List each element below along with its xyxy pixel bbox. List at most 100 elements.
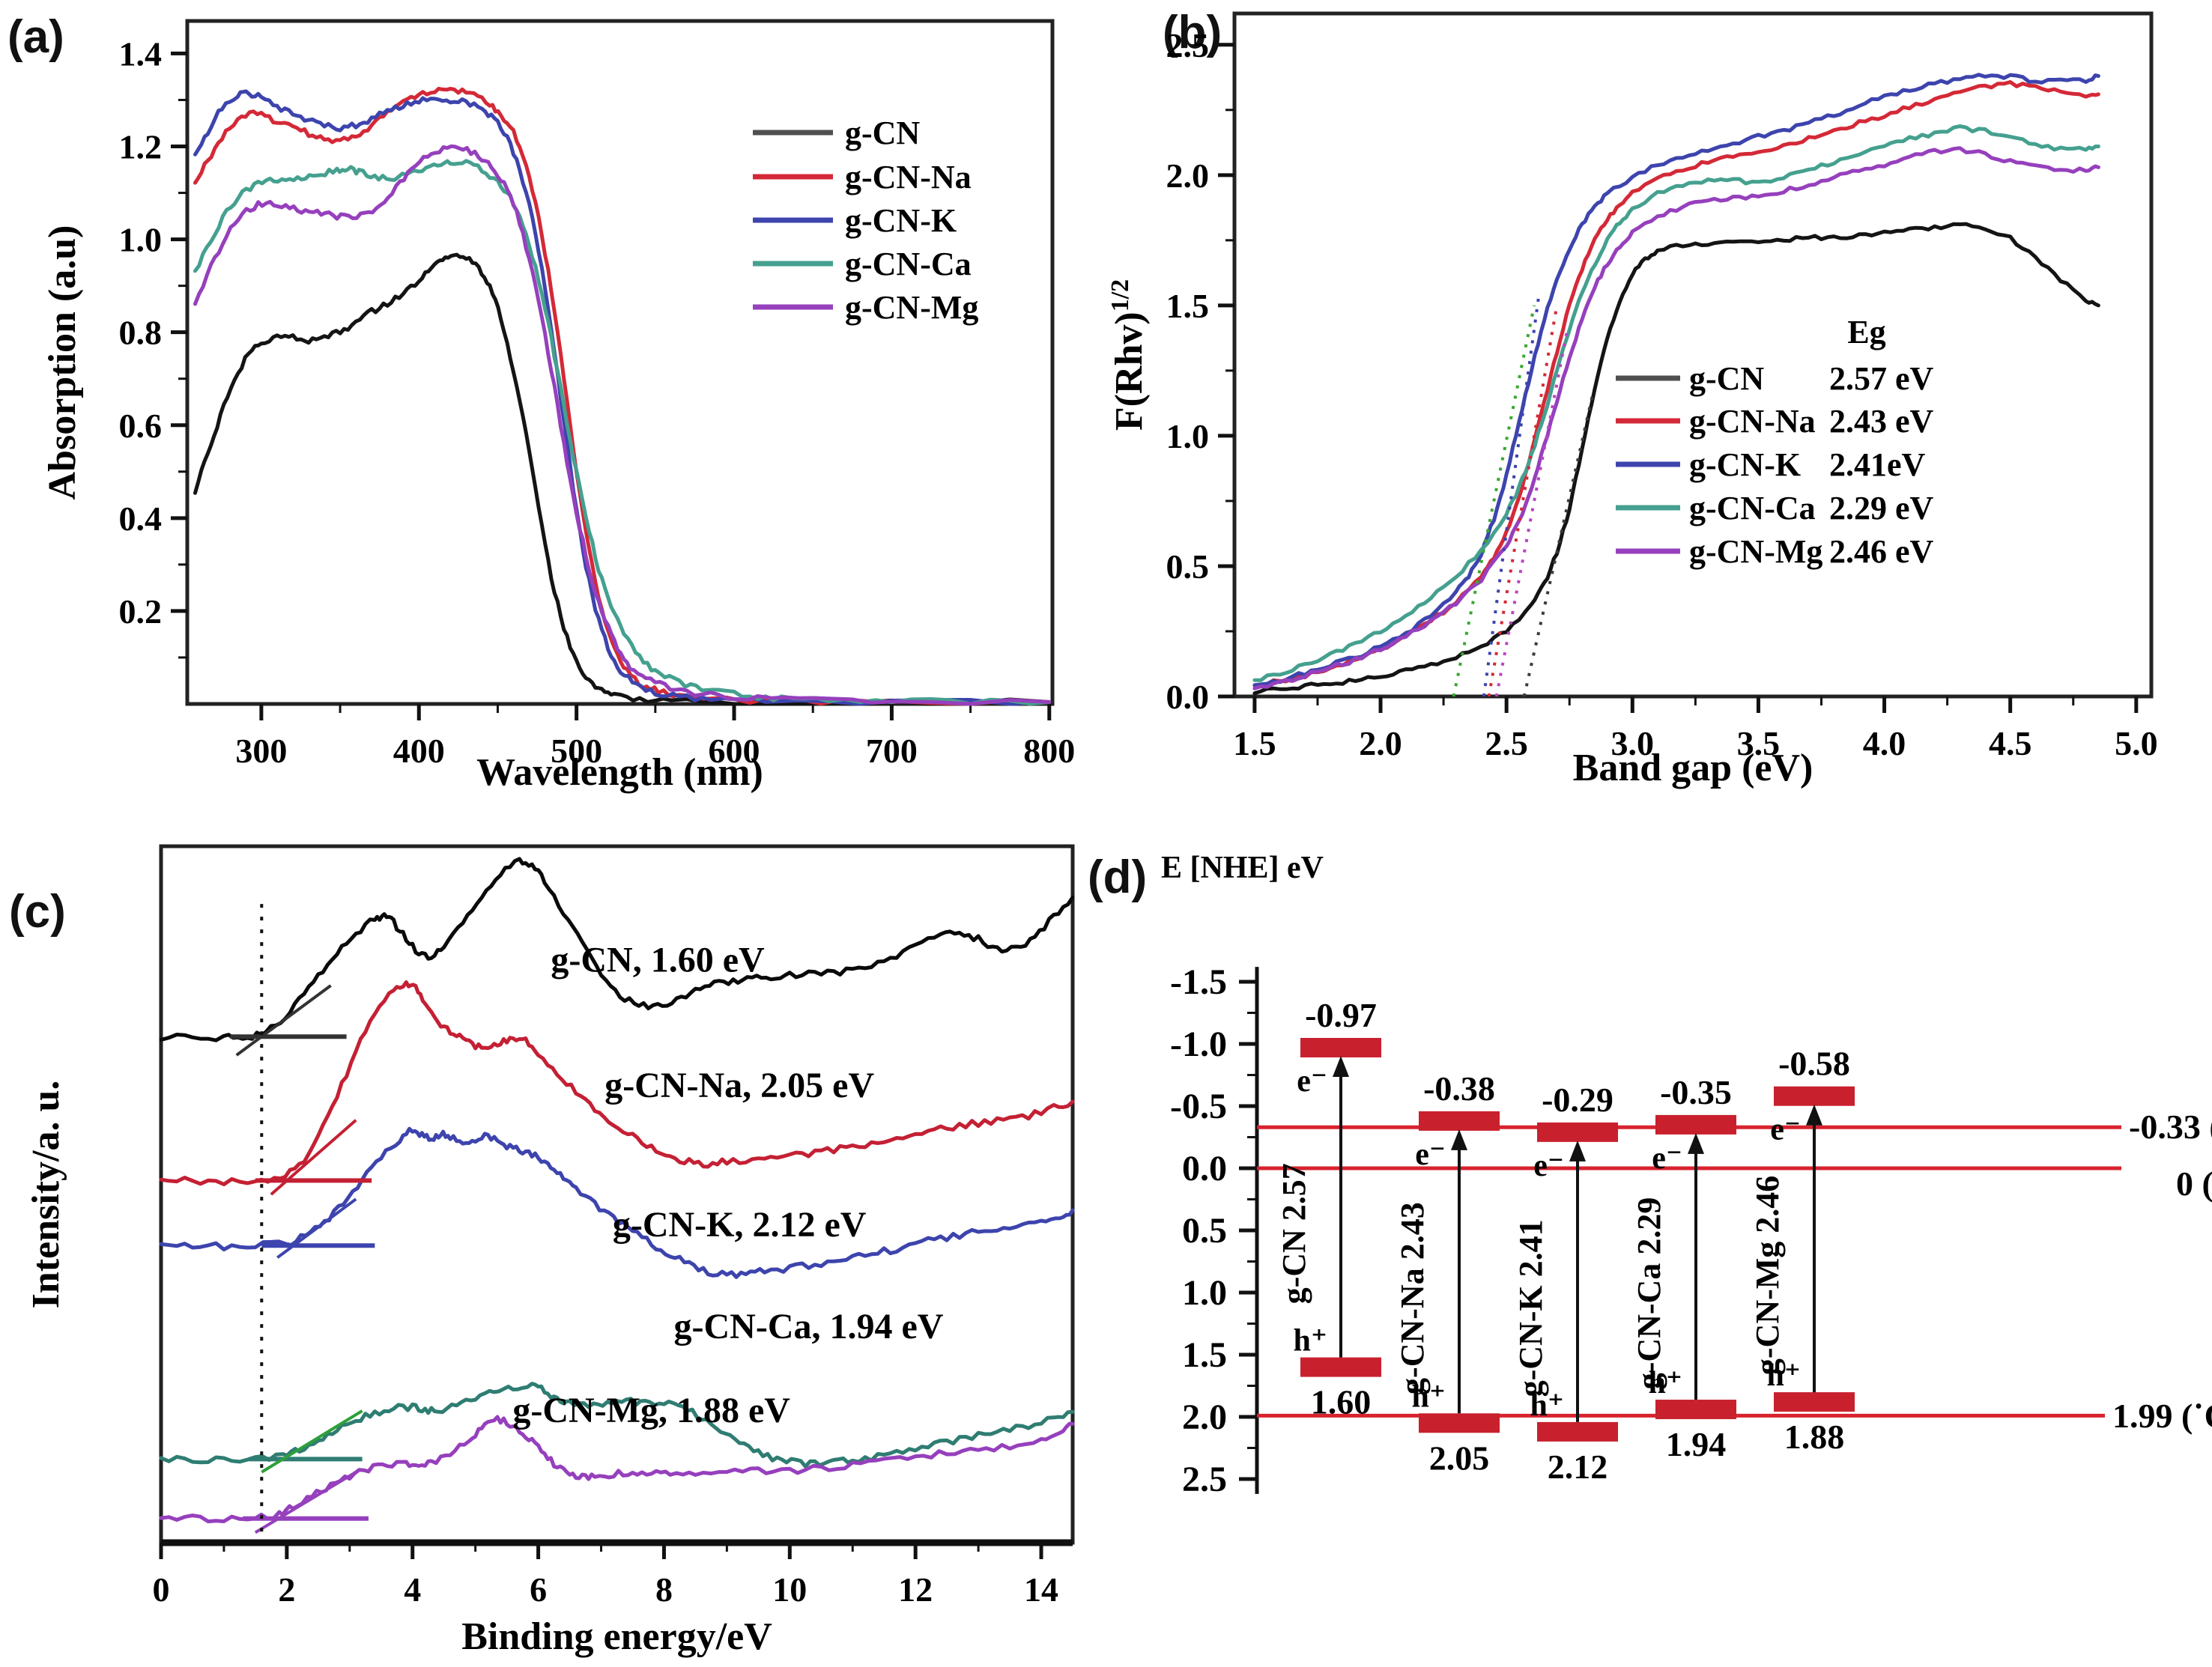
x-tick-label: 500 (551, 732, 602, 770)
x-tick-label: 300 (235, 732, 287, 770)
gap-label: g-CN-Na 2.43 (1394, 1202, 1431, 1394)
y-tick-label: 0.4 (119, 500, 163, 538)
x-tick-label: 12 (898, 1570, 933, 1609)
legend-label: g-CN (1689, 360, 1764, 397)
series-g-CN-Na (1252, 80, 2100, 687)
x-tick-label: 1.5 (1233, 724, 1276, 762)
series-g-CN-K (159, 1126, 1075, 1279)
curve-annotation: g-CN-K, 2.12 eV (613, 1205, 867, 1245)
cb-value: -0.97 (1305, 996, 1377, 1034)
absorption-spectra-chart: 300 400 500 600 700 800 0.2 0.4 0.6 0.8 1.0 1.2 1.4 W… (41, 19, 1075, 794)
electron-label: e⁻ (1415, 1138, 1446, 1172)
y-tick-label: 0.2 (119, 592, 163, 631)
gap-label: g-CN-K 2.41 (1512, 1219, 1549, 1397)
x-tick-label: 2 (278, 1570, 295, 1609)
panel-c-label: (c) (9, 886, 66, 938)
panel-a-label: (a) (7, 11, 64, 63)
x-tick-label: 6 (530, 1570, 547, 1609)
legend-header: Eg (1847, 314, 1885, 350)
series-g-CN (159, 857, 1075, 1042)
vb-bar-g-CN-Ca (1655, 1400, 1736, 1420)
series-g-CN-Mg (193, 144, 1052, 706)
y-tick-label: 0.6 (119, 407, 163, 445)
y-tick-label: 1.0 (1166, 417, 1210, 455)
y-tick-label: 2.5 (1182, 1460, 1227, 1499)
series-g-CN-Ca (1252, 124, 2100, 682)
cb-bar-g-CN-Ca (1655, 1114, 1736, 1135)
arrowhead-icon (1569, 1140, 1586, 1162)
y-axis-title: Absorption (a.u) (41, 225, 84, 500)
tauc-plot-chart: 1.5 2.0 2.5 3.0 3.5 4.0 4.5 5.0 0.0 0.5 1.0 1.5 2.0 2… (1106, 11, 2158, 789)
gap-label: g-CN-Mg 2.46 (1749, 1176, 1786, 1375)
y-tick-label: -1.5 (1170, 962, 1227, 1002)
x-tick-label: 3.0 (1611, 724, 1655, 762)
electron-label: e⁻ (1297, 1064, 1327, 1099)
x-tick-label: 0 (153, 1570, 170, 1609)
hole-label: h⁺ (1766, 1358, 1801, 1393)
y-tick-label: 1.0 (1182, 1273, 1227, 1313)
cb-bar-g-CN-Mg (1774, 1086, 1855, 1106)
series-g-CN-Na (159, 980, 1075, 1186)
series-g-CN-K (193, 89, 1052, 706)
x-axis-title: Wavelength (nm) (476, 751, 763, 794)
legend-label: g-CN-K (845, 202, 957, 239)
band-energy-diagram: E [NHE] eV -1.5 -1.0 -0.5 0.0 0.5 1.0 1.5 2.0 2.5… (1161, 851, 2212, 1499)
y-tick-label: -0.5 (1170, 1087, 1227, 1126)
vb-bar-g-CN (1300, 1357, 1381, 1377)
gap-label: g-CN-Ca 2.29 (1631, 1197, 1667, 1390)
y-tick-label: 2.5 (1166, 26, 1210, 64)
series-g-CN-Mg (1252, 146, 2100, 690)
y-tick-label: 1.0 (119, 221, 163, 259)
x-tick-label: 600 (709, 732, 760, 770)
axis-title: E [NHE] eV (1161, 851, 1324, 885)
y-tick-label: 0.5 (1182, 1211, 1227, 1251)
y-tick-label: -1.0 (1170, 1024, 1227, 1064)
cb-bar-g-CN-K (1537, 1122, 1618, 1142)
cb-value: -0.35 (1660, 1073, 1732, 1111)
curve-annotation: g-CN-Na, 2.05 eV (604, 1066, 874, 1105)
curve-annotation: g-CN, 1.60 eV (551, 940, 765, 980)
legend-label: g-CN-K (1689, 446, 1801, 483)
curve-annotation: g-CN-Ca, 1.94 eV (674, 1307, 944, 1346)
legend-value: 2.41eV (1829, 446, 1926, 483)
arrowhead-icon (1688, 1132, 1704, 1154)
cb-bar-g-CN (1300, 1037, 1381, 1057)
y-tick-label: 1.2 (119, 128, 163, 166)
x-tick-label: 700 (866, 732, 918, 770)
x-tick-label: 400 (393, 732, 445, 770)
vb-bar-g-CN-K (1537, 1421, 1618, 1442)
arrowhead-icon (1451, 1129, 1467, 1150)
series-g-CN (1252, 222, 2100, 696)
x-axis-title: Binding energy/eV (461, 1615, 772, 1658)
gap-label: g-CN 2.57 (1276, 1163, 1312, 1304)
y-tick-label: 0.0 (1166, 678, 1210, 716)
vb-bar-g-CN-Na (1419, 1413, 1500, 1433)
hole-label: h⁺ (1530, 1388, 1564, 1423)
y-tick-label: 1.5 (1166, 287, 1210, 325)
vb-value: 1.94 (1666, 1425, 1727, 1463)
legend-value: 2.29 eV (1829, 490, 1934, 526)
x-tick-label: 2.0 (1359, 724, 1402, 762)
x-axis-title: Band gap (eV) (1573, 747, 1813, 789)
x-tick-label: 4.5 (1989, 724, 2032, 762)
fit-line (235, 984, 332, 1057)
legend-label: g-CN-Ca (1689, 490, 1816, 526)
cb-value: -0.58 (1778, 1045, 1850, 1083)
fit-line (261, 1409, 363, 1474)
y-tick-label: 1.5 (1182, 1335, 1227, 1375)
cb-value: -0.29 (1542, 1081, 1613, 1119)
vb-bar-g-CN-Mg (1774, 1392, 1855, 1412)
arrowhead-icon (1806, 1104, 1822, 1126)
series-g-CN-Ca (159, 1382, 1075, 1469)
x-tick-label: 5.0 (2115, 724, 2158, 762)
x-tick-label: 10 (772, 1570, 807, 1609)
x-tick-label: 800 (1023, 732, 1075, 770)
y-tick-label: 2.0 (1166, 157, 1210, 195)
arrowhead-icon (1333, 1055, 1349, 1077)
hole-label: h⁺ (1411, 1379, 1446, 1414)
x-tick-label: 8 (655, 1570, 673, 1609)
x-tick-label: 14 (1024, 1570, 1058, 1609)
series-g-CN-Ca (193, 159, 1052, 706)
xps-valence-band-chart: 0 2 4 6 8 10 12 14 Binding energy/eV Intensity/a.… (25, 844, 1075, 1658)
legend-label: g-CN-Mg (1689, 533, 1822, 570)
